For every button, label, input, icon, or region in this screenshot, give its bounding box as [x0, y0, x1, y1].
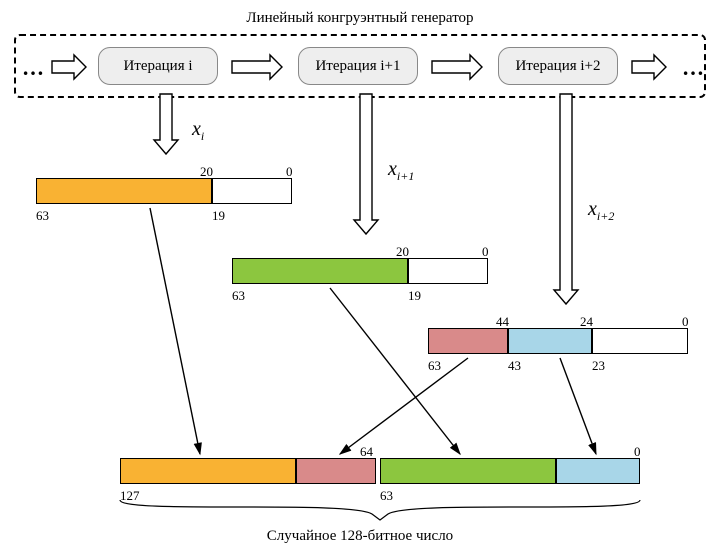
bar3-lbl-0: 63: [428, 358, 441, 374]
result-bar-seg-2: [380, 458, 556, 484]
result-bar-seg-1: [296, 458, 376, 484]
result-bar-lbl-3: 0: [634, 444, 641, 460]
iteration-box-1: Итерация i+1: [298, 47, 418, 85]
bar3-lbl-5: 0: [682, 314, 689, 330]
bar2-lbl-3: 0: [482, 244, 489, 260]
result-bar-seg-3: [556, 458, 640, 484]
bar3-seg-2: [592, 328, 688, 354]
bar3-seg-0: [428, 328, 508, 354]
bar3-lbl-1: 44: [496, 314, 509, 330]
result-bar-lbl-0: 127: [120, 488, 140, 504]
iteration-box-2: Итерация i+2: [498, 47, 618, 85]
iteration-label: Итерация i: [123, 58, 192, 75]
bar3-lbl-4: 23: [592, 358, 605, 374]
bar3-seg-1: [508, 328, 592, 354]
bar2-lbl-2: 19: [408, 288, 421, 304]
iteration-label: Итерация i+2: [515, 58, 600, 75]
result-bar-lbl-1: 64: [360, 444, 373, 460]
bar1-seg-0: [36, 178, 212, 204]
x-label-0: xi: [192, 118, 204, 144]
bottom-title: Случайное 128-битное число: [0, 528, 720, 545]
result-bar-seg-0: [120, 458, 296, 484]
iteration-label: Итерация i+1: [315, 58, 400, 75]
bar2-lbl-1: 20: [396, 244, 409, 260]
trailing-dots: …: [682, 55, 706, 81]
bar1-lbl-3: 0: [286, 164, 293, 180]
iteration-box-0: Итерация i: [98, 47, 218, 85]
top-title: Линейный конгруэнтный генератор: [0, 10, 720, 27]
bar3-lbl-3: 24: [580, 314, 593, 330]
leading-dots: …: [22, 55, 46, 81]
bar3-lbl-2: 43: [508, 358, 521, 374]
bar2-seg-0: [232, 258, 408, 284]
x-label-1: xi+1: [388, 158, 414, 184]
bar1-lbl-2: 19: [212, 208, 225, 224]
x-label-2: xi+2: [588, 198, 614, 224]
bar1-lbl-1: 20: [200, 164, 213, 180]
bar2-seg-1: [408, 258, 488, 284]
bar1-seg-1: [212, 178, 292, 204]
result-bar-lbl-2: 63: [380, 488, 393, 504]
bar1-lbl-0: 63: [36, 208, 49, 224]
diagram-root: Линейный конгруэнтный генератор … … Итер…: [0, 0, 720, 560]
bar2-lbl-0: 63: [232, 288, 245, 304]
